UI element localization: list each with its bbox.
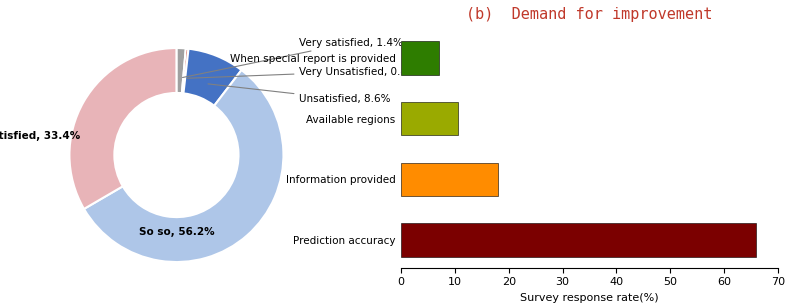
Bar xyxy=(401,102,457,135)
Bar xyxy=(401,223,756,257)
Text: Very satisfied, 1.4%: Very satisfied, 1.4% xyxy=(183,38,403,78)
X-axis label: Survey response rate(%): Survey response rate(%) xyxy=(520,293,658,303)
Bar xyxy=(401,41,439,74)
Wedge shape xyxy=(70,48,176,209)
Wedge shape xyxy=(182,48,188,93)
Title: (b)  Demand for improvement: (b) Demand for improvement xyxy=(466,7,713,22)
Bar xyxy=(401,163,498,196)
Text: Very Unsatisfied, 0.4%: Very Unsatisfied, 0.4% xyxy=(187,67,417,78)
Text: Unsatisfied, 8.6%: Unsatisfied, 8.6% xyxy=(208,84,391,104)
Text: Satisfied, 33.4%: Satisfied, 33.4% xyxy=(0,131,80,141)
Wedge shape xyxy=(84,70,283,262)
Text: So so, 56.2%: So so, 56.2% xyxy=(139,227,214,237)
Wedge shape xyxy=(184,49,241,106)
Wedge shape xyxy=(176,48,186,93)
